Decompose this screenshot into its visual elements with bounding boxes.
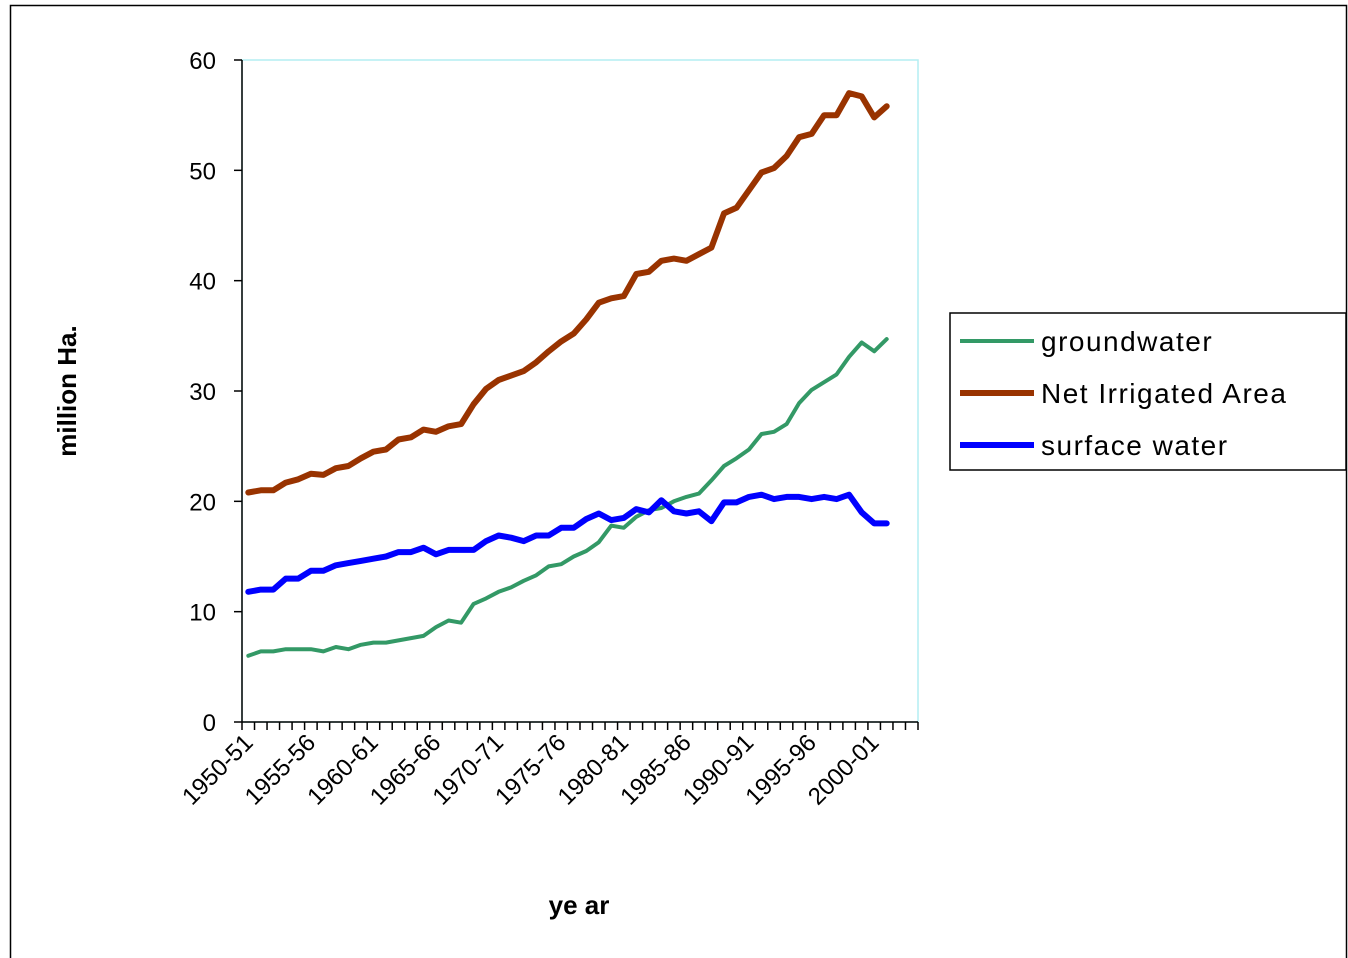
y-axis-title: million Ha. xyxy=(52,325,82,456)
x-axis: 1950-511955-561960-611965-661970-711975-… xyxy=(177,721,919,811)
x-axis-title: ye ar xyxy=(549,890,610,920)
y-tick-label: 50 xyxy=(189,158,216,185)
series-line-0 xyxy=(246,337,889,658)
chart-border xyxy=(9,4,1348,958)
plot-area xyxy=(241,59,919,723)
legend-label: surface water xyxy=(1041,430,1229,461)
series-line-2 xyxy=(245,491,890,595)
y-tick-label: 20 xyxy=(189,489,216,516)
y-axis: 0 10 20 30 40 50 60 xyxy=(189,48,243,737)
legend: groundwater Net Irrigated Area surface wat… xyxy=(949,312,1347,471)
y-tick-label: 30 xyxy=(189,379,216,406)
legend-label: groundwater xyxy=(1041,326,1213,357)
legend-label: Net Irrigated Area xyxy=(1041,378,1287,409)
y-tick-label: 40 xyxy=(189,269,216,296)
series-layer xyxy=(245,90,890,658)
x-tick-label: 2000-01 xyxy=(803,729,884,810)
y-tick-label: 10 xyxy=(189,600,216,627)
series-line-1 xyxy=(245,90,890,496)
y-tick-label: 0 xyxy=(203,710,216,737)
y-tick-label: 60 xyxy=(189,48,216,75)
